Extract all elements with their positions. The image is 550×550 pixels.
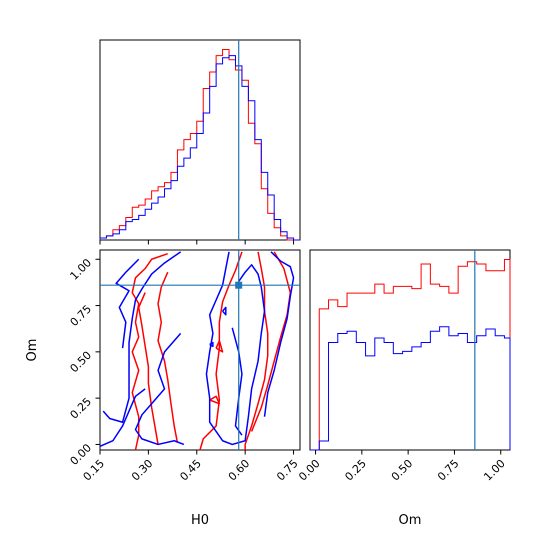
contour-blue-line xyxy=(115,258,140,349)
contour-truth-marker xyxy=(235,281,243,289)
contour-blue-line xyxy=(99,388,146,447)
x-axis-label-om: Om xyxy=(399,513,422,528)
y-axis-label-om: Om xyxy=(25,339,40,362)
om-histogram-series xyxy=(310,259,511,451)
contour-red-line xyxy=(137,292,159,445)
om-x-tick-label: 0.50 xyxy=(389,457,416,484)
h0-om-contour-panel: 0.15 0.30 0.45 0.60 0.75 0.000.250.500.751.0… xyxy=(25,249,301,528)
h0-histogram-frame xyxy=(99,39,301,241)
contour-truth-lines xyxy=(100,250,300,450)
contour-x-ticks: 0.15 0.30 0.45 0.60 0.75 xyxy=(81,450,301,483)
om-histogram-frame xyxy=(309,249,511,451)
contour-blue-line xyxy=(102,251,182,423)
h0-histogram-panel xyxy=(99,39,301,245)
contour-frame xyxy=(99,249,301,451)
contour-blue-line xyxy=(205,251,266,446)
om-x-tick-label: 0.25 xyxy=(342,457,369,484)
contour-red-line xyxy=(199,251,243,451)
h0-histogram-series xyxy=(99,49,300,241)
h0-hist-red-step xyxy=(99,49,300,241)
contour-blue-line xyxy=(263,251,295,417)
om-hist-blue-step xyxy=(310,326,511,451)
contour-x-tick-label: 0.60 xyxy=(226,457,253,484)
om-x-tick-label: 0.75 xyxy=(435,457,462,484)
h0-histogram-ticks xyxy=(99,240,295,245)
contour-red-line xyxy=(250,251,292,432)
contour-x-tick-label: 0.30 xyxy=(129,457,156,484)
x-axis-label-h0: H0 xyxy=(191,513,209,528)
om-histogram-panel: 0.00 0.25 0.50 0.75 1.00 Om xyxy=(296,249,511,528)
h0-hist-blue-step xyxy=(99,55,300,241)
contour-blue-line xyxy=(222,306,227,316)
contour-series xyxy=(99,251,295,451)
contour-blue-line xyxy=(134,332,185,446)
om-hist-red-step xyxy=(310,259,511,451)
contour-y-tick-label: 0.50 xyxy=(68,349,95,376)
om-x-tick-label: 0.00 xyxy=(296,457,323,484)
contour-y-tick-label: 0.25 xyxy=(68,395,95,422)
contour-blue-line xyxy=(209,341,214,348)
contour-x-tick-label: 0.75 xyxy=(274,457,301,484)
contour-y-ticks: 0.000.250.500.751.00 xyxy=(68,256,100,468)
contour-y-tick-label: 1.00 xyxy=(68,256,95,283)
contour-x-tick-label: 0.15 xyxy=(81,457,108,484)
om-x-tick-label: 1.00 xyxy=(481,457,508,484)
contour-blue-line xyxy=(231,327,243,436)
contour-red-line xyxy=(131,252,168,451)
contour-red-line xyxy=(209,395,221,405)
contour-red-line xyxy=(215,339,224,353)
om-x-ticks: 0.00 0.25 0.50 0.75 1.00 xyxy=(296,450,508,483)
contour-x-tick-label: 0.45 xyxy=(177,457,204,484)
contour-red-line xyxy=(244,251,269,450)
contour-y-tick-label: 0.75 xyxy=(68,302,95,329)
contour-red-line xyxy=(157,271,179,443)
